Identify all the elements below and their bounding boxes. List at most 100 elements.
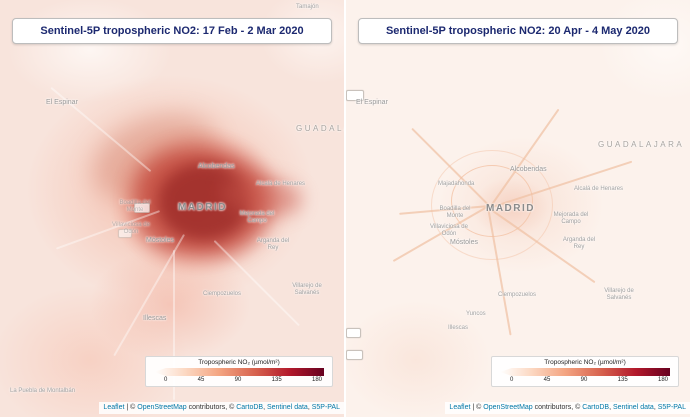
attribution-comma: , — [609, 403, 613, 411]
leaflet-link[interactable]: Leaflet — [103, 403, 125, 411]
map-label-guadalajara: GUADALAJARA — [296, 124, 344, 133]
legend-tick-row: 0 45 90 135 180 — [500, 377, 670, 383]
map-labels-layer: Tamajón El Espinar GUADALAJARA Alcobendas Al… — [0, 0, 344, 417]
legend-april: Tropospheric NO₂ (µmol/m²) 0 45 90 135 180 — [491, 356, 679, 387]
legend-colorbar — [154, 368, 324, 376]
map-label-el-espinar: El Espinar — [46, 99, 78, 106]
road-line — [489, 108, 560, 208]
road-shield — [134, 203, 150, 213]
legend-tick-row: 0 45 90 135 180 — [154, 377, 324, 383]
no2-haze-layer — [0, 0, 344, 417]
legend-tick: 45 — [197, 377, 205, 383]
no2-faint-core — [456, 165, 566, 250]
ring-road-m50 — [431, 150, 553, 260]
map-label-villarejo-de-salvan-s: Villarejo de Salvanés — [292, 283, 322, 296]
road-shield — [346, 328, 361, 338]
road-line — [488, 207, 596, 283]
no2-haze-layer — [346, 0, 690, 417]
map-label-ciempozuelos: Ciempozuelos — [498, 292, 537, 298]
road-line — [50, 87, 151, 172]
legend-february: Tropospheric NO₂ (µmol/m²) 0 45 90 135 180 — [145, 356, 333, 387]
no2-faint-wash — [346, 280, 516, 417]
openstreetmap-link[interactable]: OpenStreetMap — [483, 403, 533, 411]
map-label-villaviciosa-de-od-n: Villaviciosa de Odón — [430, 224, 468, 237]
map-label-arganda-del-rey: Arganda del Rey — [256, 238, 290, 251]
map-label-alcobendas: Alcobendas — [510, 166, 547, 173]
legend-title: Tropospheric NO₂ (µmol/m²) — [198, 359, 280, 366]
map-title-april: Sentinel-5P tropospheric NO2: 20 Apr - 4… — [358, 18, 678, 44]
attribution-text: contributors, © — [186, 403, 237, 411]
legend-tick: 0 — [510, 377, 514, 383]
map-label-mejorada-del-campo: Mejorada del Campo — [553, 212, 589, 225]
map-label-alcal-de-henares: Alcalá de Henares — [256, 181, 306, 187]
map-label-arganda-del-rey: Arganda del Rey — [562, 237, 596, 250]
attribution-separator: | — [470, 403, 477, 411]
map-label-tamaj-n: Tamajón — [296, 4, 319, 10]
road-shield — [346, 350, 363, 360]
map-label-majadahonda: Majadahonda — [438, 181, 475, 187]
ring-road-m40 — [451, 165, 533, 237]
road-shield — [118, 229, 132, 238]
attribution-text: contributors, © — [532, 403, 583, 411]
road-line — [399, 205, 489, 215]
road-line — [411, 128, 491, 207]
road-layer — [346, 0, 690, 417]
map-title-february: Sentinel-5P tropospheric NO2: 17 Feb - 2… — [12, 18, 332, 44]
map-label-boadilla-del-monte: Boadilla del Monte — [439, 206, 471, 219]
sentinel-data-link[interactable]: Sentinel data — [266, 403, 308, 411]
legend-tick: 90 — [234, 377, 242, 383]
leaflet-link[interactable]: Leaflet — [449, 403, 471, 411]
map-label-mejorada-del-campo: Mejorada del Campo — [239, 211, 275, 224]
cartodb-link[interactable]: CartoDB — [582, 403, 610, 411]
attribution-comma: , — [653, 403, 658, 411]
map-label-guadalajara: GUADALAJARA — [598, 140, 685, 149]
road-line — [213, 240, 300, 326]
map-labels-layer: El Espinar GUADALAJARA Alcobendas Majadahon… — [346, 0, 690, 417]
legend-tick: 180 — [311, 377, 322, 383]
legend-tick: 45 — [543, 377, 551, 383]
map-panel-february[interactable]: Tamajón El Espinar GUADALAJARA Alcobendas Al… — [0, 0, 344, 417]
s5p-pal-link[interactable]: S5P-PAL — [311, 403, 340, 411]
attribution-copyright: © — [130, 403, 138, 411]
no2-plume-northwest — [80, 98, 230, 218]
road-line — [113, 234, 185, 357]
no2-halo-mid — [70, 90, 320, 310]
map-label-ciempozuelos: Ciempozuelos — [203, 291, 242, 297]
road-line — [487, 207, 512, 336]
attribution-separator: | — [124, 403, 131, 411]
no2-wash-southwest — [0, 260, 220, 417]
sentinel-data-link[interactable]: Sentinel data — [612, 403, 654, 411]
no2-core-dark — [158, 163, 250, 241]
legend-tick: 135 — [271, 377, 282, 383]
map-label-m-stoles: Móstoles — [450, 239, 479, 246]
legend-tick: 0 — [164, 377, 168, 383]
road-line — [489, 160, 633, 209]
no2-halo-outer — [0, 30, 344, 350]
map-panel-april[interactable]: El Espinar GUADALAJARA Alcobendas Majadahon… — [346, 0, 690, 417]
map-label-alcobendas: Alcobendas — [198, 163, 235, 170]
clear-air-patch — [240, 0, 344, 100]
map-label-madrid: MADRID — [486, 203, 535, 214]
attribution-bar: Leaflet | © OpenStreetMap contributors, … — [445, 401, 690, 414]
legend-title: Tropospheric NO₂ (µmol/m²) — [544, 359, 626, 366]
no2-faint-halo — [406, 110, 636, 300]
road-line — [56, 210, 160, 250]
map-label-madrid: MADRID — [178, 202, 227, 213]
attribution-comma: , — [263, 403, 267, 411]
road-line — [392, 205, 489, 262]
road-layer — [0, 0, 344, 417]
legend-tick: 135 — [617, 377, 628, 383]
openstreetmap-link[interactable]: OpenStreetMap — [137, 403, 187, 411]
map-label-yuncos: Yuncos — [466, 311, 486, 317]
no2-core-plume — [133, 146, 271, 258]
s5p-pal-link[interactable]: S5P-PAL — [657, 403, 686, 411]
attribution-copyright: © — [476, 403, 484, 411]
cartodb-link[interactable]: CartoDB — [236, 403, 264, 411]
attribution-bar: Leaflet | © OpenStreetMap contributors, … — [99, 401, 344, 414]
map-label-alcal-de-henares: Alcalá de Henares — [574, 186, 624, 192]
attribution-comma: , — [307, 403, 312, 411]
legend-tick: 90 — [580, 377, 588, 383]
map-label-illescas: Illescas — [143, 315, 167, 322]
legend-colorbar — [500, 368, 670, 376]
